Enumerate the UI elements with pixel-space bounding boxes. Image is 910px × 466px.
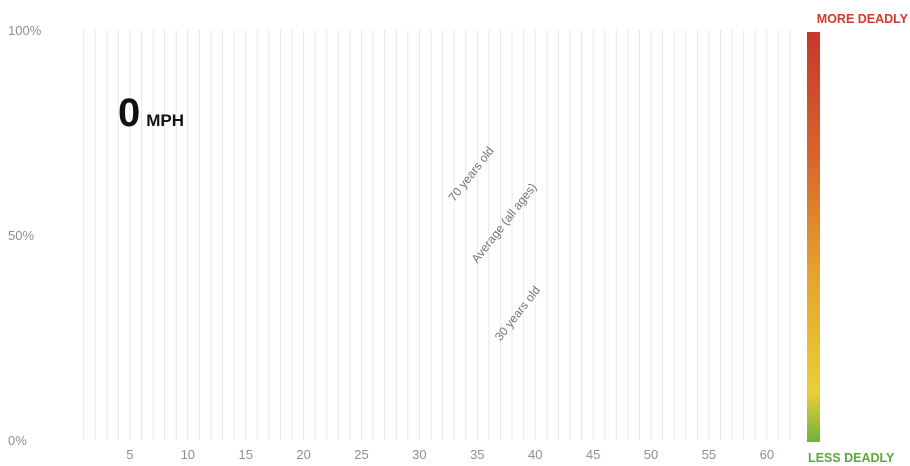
x-tick-label: 25	[354, 447, 368, 462]
x-tick-label: 55	[702, 447, 716, 462]
y-tick-label: 50%	[8, 228, 34, 243]
x-tick-label: 40	[528, 447, 542, 462]
x-tick-label: 35	[470, 447, 484, 462]
series-label: Average (all ages)	[469, 180, 540, 265]
x-tick-label: 10	[181, 447, 195, 462]
deadliness-color-bar	[807, 32, 820, 442]
y-tick-label: 0%	[8, 433, 27, 448]
y-tick-label: 100%	[8, 23, 42, 38]
x-tick-label: 60	[760, 447, 774, 462]
speed-unit: MPH	[146, 111, 184, 130]
x-tick-label: 15	[238, 447, 252, 462]
x-tick-label: 50	[644, 447, 658, 462]
x-axis-ticks: 5 10 15 20 25 30 35 40 45 50 55 60	[126, 447, 774, 462]
x-tick-label: 30	[412, 447, 426, 462]
less-deadly-label: LESS DEADLY	[808, 451, 895, 465]
speed-value: 0	[118, 91, 140, 135]
vertical-grid	[83, 30, 791, 440]
y-axis-ticks: 0% 50% 100%	[8, 23, 42, 448]
speed-readout: 0 MPH	[118, 91, 184, 135]
x-tick-label: 45	[586, 447, 600, 462]
x-tick-label: 5	[126, 447, 133, 462]
more-deadly-label: MORE DEADLY	[817, 12, 909, 26]
x-tick-label: 20	[296, 447, 310, 462]
